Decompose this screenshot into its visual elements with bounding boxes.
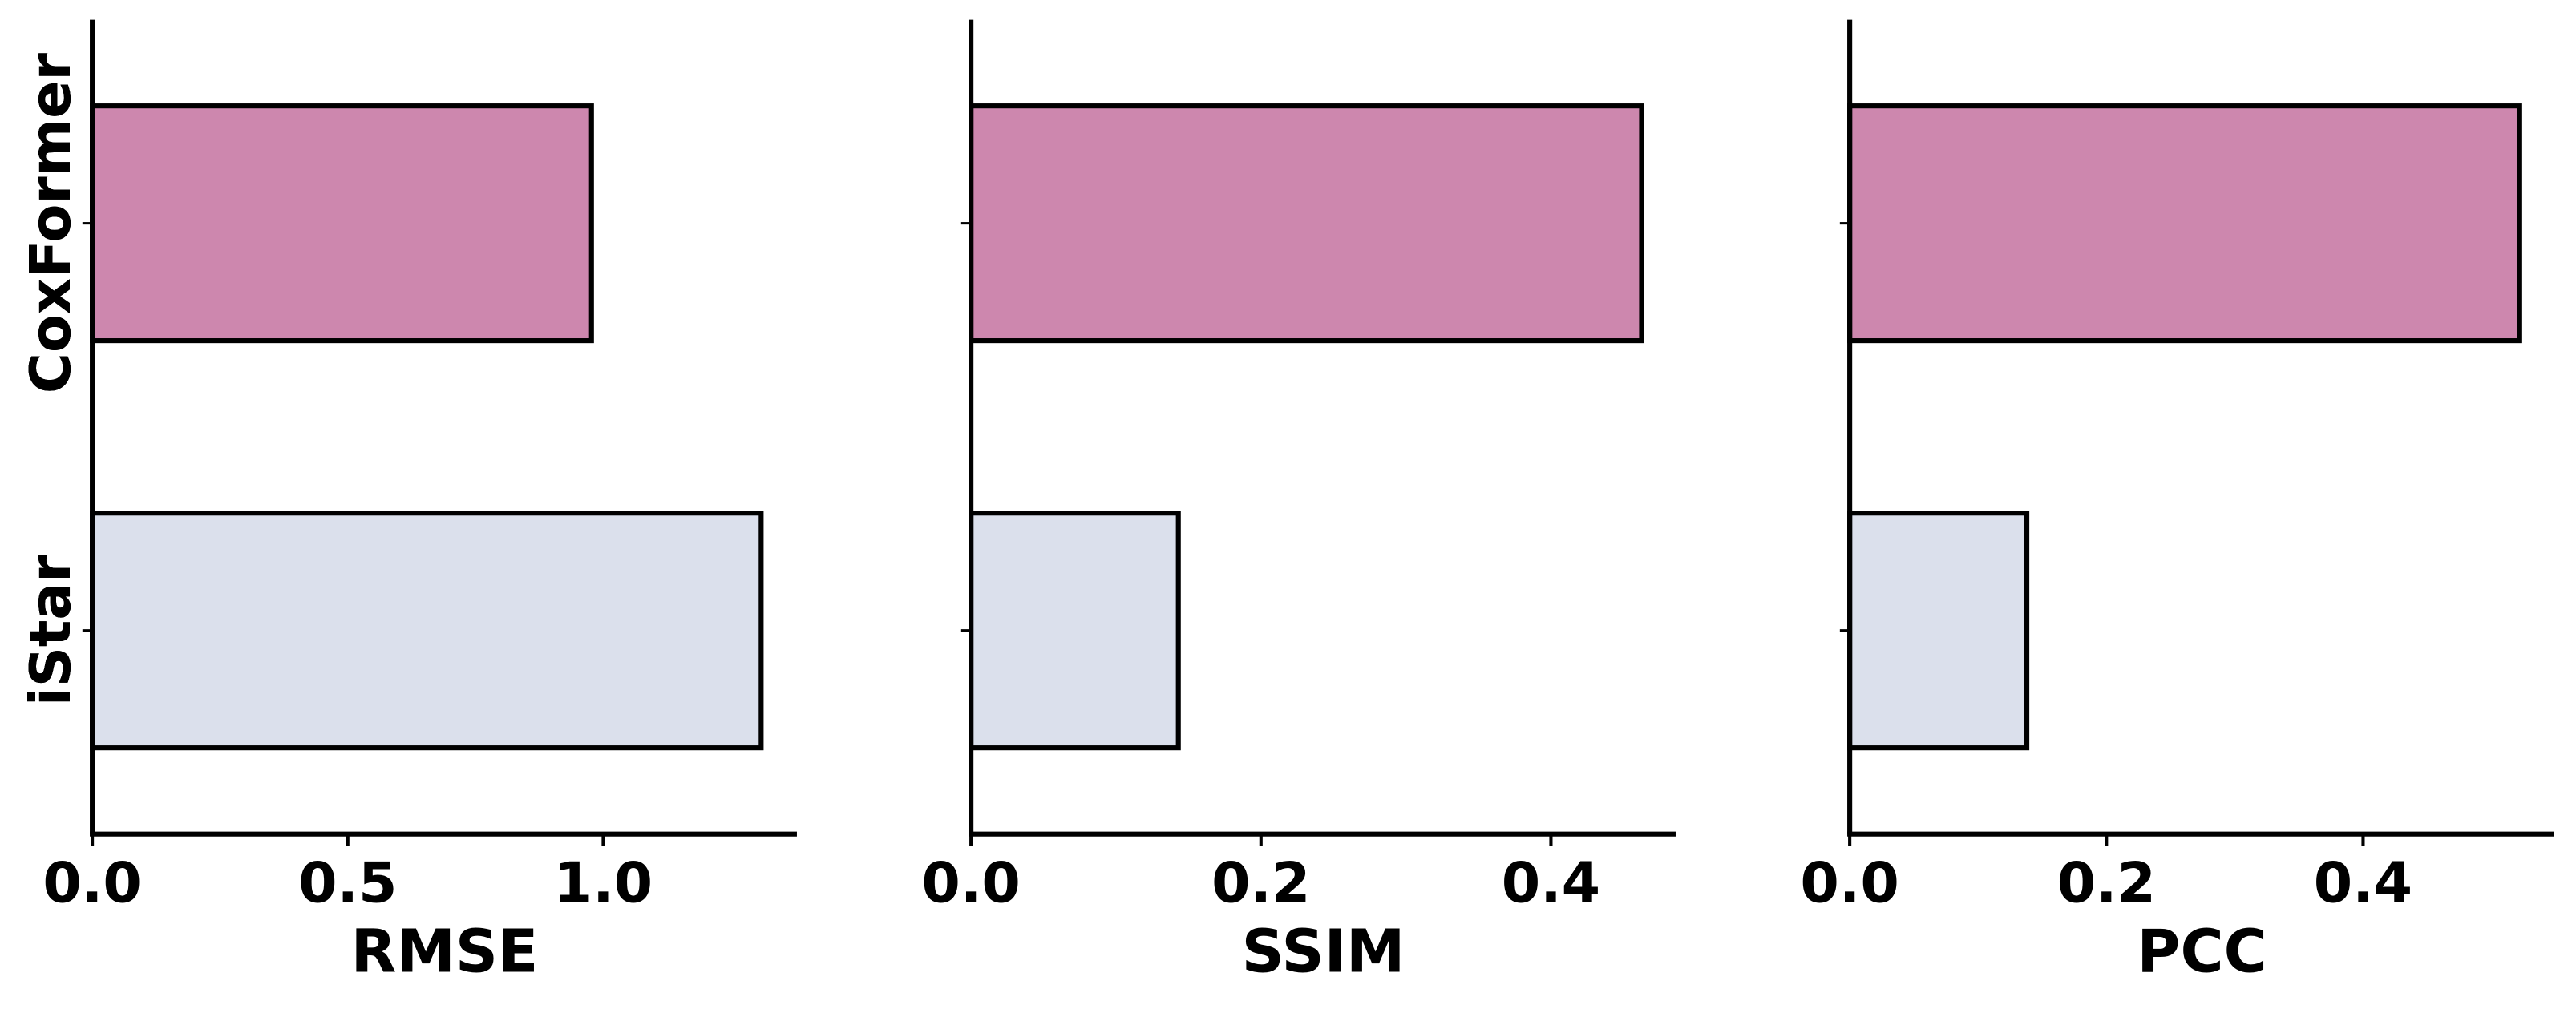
y-tick-label: iStar: [18, 555, 83, 706]
y-tick-label: CoxFormer: [18, 52, 83, 393]
bar: [1847, 511, 2030, 751]
y-tick-label: CoxFormer: [18, 52, 83, 393]
x-tick-label: 0.2: [2057, 850, 2156, 915]
y-tick-label: iStar: [18, 555, 83, 706]
bar: [969, 511, 1181, 751]
x-tick-label: 1.0: [554, 850, 653, 915]
y-tick-label: CoxFormer: [18, 52, 83, 393]
x-tick-label: 0.4: [1502, 850, 1600, 915]
x-axis-label: SSIM: [1242, 918, 1405, 986]
x-axis-label: PCC: [2137, 918, 2267, 986]
x-axis-label: RMSE: [351, 918, 539, 986]
x-tick-label: 0.5: [298, 850, 397, 915]
bar: [969, 103, 1644, 344]
x-tick-label: 0.4: [2314, 850, 2412, 915]
bar: [90, 511, 764, 751]
x-tick-label: 0.0: [42, 850, 141, 915]
x-tick-label: 0.0: [921, 850, 1020, 915]
bar: [1847, 103, 2522, 344]
x-tick-label: 0.2: [1211, 850, 1310, 915]
bar: [90, 103, 594, 344]
x-tick-label: 0.0: [1800, 850, 1899, 915]
y-tick-label: iStar: [18, 555, 83, 706]
